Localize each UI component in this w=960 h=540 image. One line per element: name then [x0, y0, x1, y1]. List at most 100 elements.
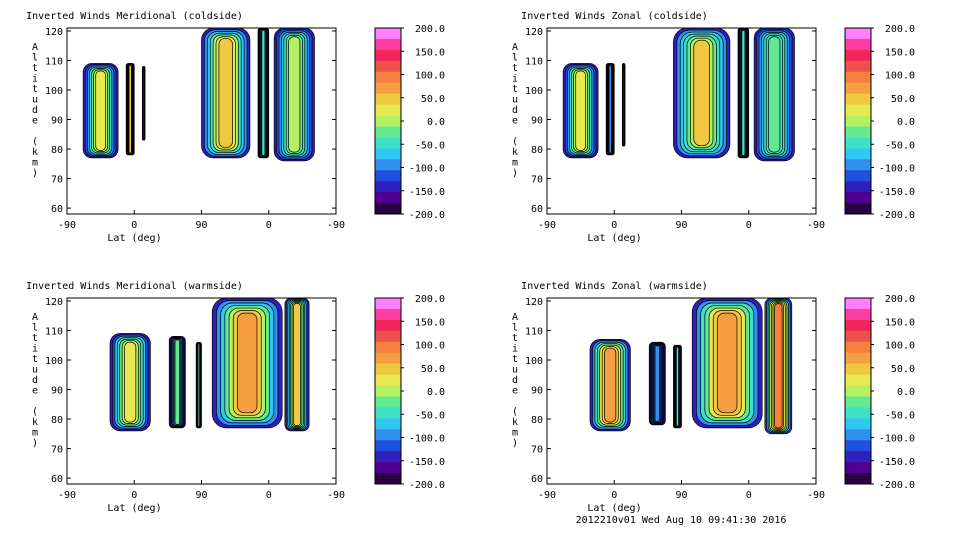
colorbar-tick-label: 100.0: [415, 71, 445, 82]
colorbar-swatch: [845, 407, 871, 419]
contour-band: [622, 63, 625, 146]
y-axis-label-char: k: [512, 417, 518, 428]
plot-area: [109, 298, 310, 432]
colorbar-tick-label: 200.0: [885, 294, 915, 305]
colorbar-tick-label: -50.0: [885, 140, 915, 151]
x-tick-label: -90: [538, 220, 556, 231]
colorbar-swatch: [845, 385, 871, 397]
colorbar-tick-label: 50.0: [421, 94, 445, 105]
x-tick-label: -90: [327, 490, 345, 501]
colorbar-swatch: [375, 137, 401, 149]
contour-region-4: [691, 298, 763, 429]
y-axis-label-char: (: [32, 407, 38, 418]
colorbar-tick-label: 0.0: [427, 387, 445, 398]
y-axis-label-char: k: [32, 147, 38, 158]
colorbar-swatch: [375, 462, 401, 474]
y-axis-label-char: [32, 126, 38, 137]
y-axis-label-char: e: [32, 116, 38, 127]
colorbar-tick-label: -100.0: [879, 434, 915, 445]
colorbar-tick-label: 150.0: [885, 317, 915, 328]
contour-band: [142, 66, 145, 140]
colorbar-swatch: [375, 352, 401, 365]
colorbar-swatch: [845, 28, 871, 40]
colorbar-swatch: [845, 60, 871, 73]
y-tick-label: 60: [531, 204, 543, 215]
y-axis-label-char: A: [512, 42, 518, 53]
colorbar-swatch: [845, 137, 871, 149]
colorbar-tick-label: 100.0: [415, 341, 445, 352]
colorbar-tick-label: -150.0: [879, 187, 915, 198]
colorbar-swatch: [845, 159, 871, 171]
colorbar-swatch: [375, 159, 401, 171]
colorbar-tick-label: 50.0: [421, 364, 445, 375]
plot-area: [82, 28, 315, 162]
y-axis-label-char: l: [512, 53, 518, 64]
y-tick-label: 120: [45, 27, 63, 38]
colorbar-swatch: [845, 71, 871, 84]
x-axis-label: Lat (deg): [107, 233, 161, 244]
y-axis-label-char: [512, 396, 518, 407]
colorbar-swatch: [375, 28, 401, 40]
x-tick-label: 0: [266, 220, 272, 231]
colorbar-swatch: [845, 82, 871, 95]
colorbar-swatch: [845, 352, 871, 365]
contour-band: [741, 29, 746, 156]
y-axis-label-char: l: [32, 323, 38, 334]
y-tick-label: 110: [525, 326, 543, 337]
colorbar-tick-label: -150.0: [409, 187, 445, 198]
y-axis-label-char: m: [512, 428, 518, 439]
y-axis-label-char: m: [32, 428, 38, 439]
colorbar-tick-label: 50.0: [891, 364, 915, 375]
contour-region-3: [621, 63, 626, 147]
contour-band: [237, 312, 258, 414]
y-axis-label-char: (: [512, 407, 518, 418]
colorbar-swatch: [375, 104, 401, 117]
colorbar-swatch: [845, 330, 871, 343]
contour-region-5: [257, 28, 270, 159]
colorbar-swatch: [375, 473, 401, 485]
y-axis-label-char: t: [32, 333, 38, 344]
y-tick-label: 70: [531, 445, 543, 456]
y-axis-label-char: d: [512, 375, 518, 386]
colorbar-swatch: [375, 60, 401, 73]
y-tick-label: 80: [51, 145, 63, 156]
y-axis-label-char: u: [512, 365, 518, 376]
colorbar-swatch: [845, 396, 871, 408]
contour-band: [124, 341, 137, 423]
contour-band: [717, 312, 738, 414]
y-axis-label-char: e: [512, 116, 518, 127]
colorbar-swatch: [845, 126, 871, 138]
y-tick-label: 60: [531, 474, 543, 485]
colorbar-swatch: [375, 82, 401, 95]
chart-panel-4: 60 70 80 90 100 110 120 -90 0 90 0 -90 Inverted Wind…: [512, 281, 915, 514]
colorbar-tick-label: -200.0: [409, 210, 445, 221]
contour-band: [575, 70, 586, 151]
contour-band: [693, 39, 710, 147]
colorbar-swatch: [375, 385, 401, 397]
contour-band: [675, 346, 679, 427]
colorbar-swatch: [375, 374, 401, 387]
y-axis-label-char: m: [512, 158, 518, 169]
y-axis-label-char: l: [32, 53, 38, 64]
y-axis-label-char: d: [32, 375, 38, 386]
colorbar-swatch: [375, 363, 401, 376]
y-tick-label: 120: [525, 27, 543, 38]
contour-region-2: [648, 341, 666, 426]
colorbar-swatch: [375, 407, 401, 419]
contour-region-5: [737, 28, 750, 159]
colorbar-swatch: [375, 126, 401, 138]
y-axis-label-char: ): [32, 438, 38, 449]
x-tick-label: 90: [195, 220, 207, 231]
contour-region-6: [273, 28, 315, 162]
x-tick-label: -90: [807, 490, 825, 501]
colorbar-swatch: [845, 93, 871, 106]
colorbar-tick-label: -50.0: [885, 410, 915, 421]
colorbar-swatch: [845, 440, 871, 452]
contour-region-2: [168, 336, 186, 429]
colorbar-tick-label: 200.0: [885, 24, 915, 35]
y-axis-label-char: A: [32, 312, 38, 323]
colorbar-tick-label: -200.0: [879, 480, 915, 491]
